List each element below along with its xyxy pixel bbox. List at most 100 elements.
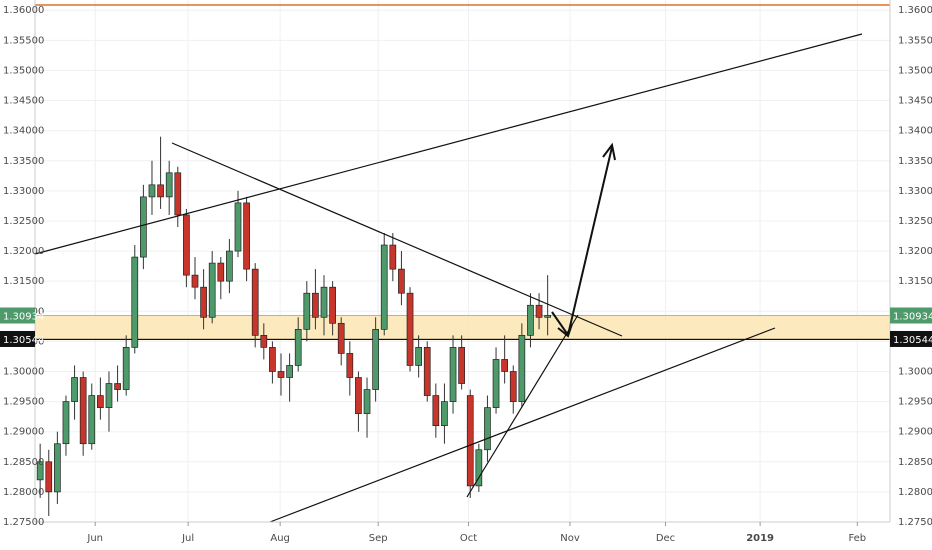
y-tick-label: 1.30000 (898, 366, 932, 377)
price-label: 1.30544 (3, 335, 44, 346)
y-tick-label: 1.29500 (898, 397, 932, 408)
y-tick-label: 1.30000 (3, 366, 44, 377)
trend-line (466, 314, 579, 498)
y-tick-label: 1.29000 (898, 427, 932, 438)
candle-body (466, 395, 474, 487)
y-tick-label: 1.33500 (3, 156, 44, 167)
arrow-head (557, 323, 573, 338)
candle-body (432, 395, 440, 427)
x-tick-label: Nov (560, 533, 580, 544)
candle-body (114, 383, 121, 390)
y-tick-label: 1.28500 (898, 457, 932, 468)
candle-body (406, 292, 414, 366)
y-tick-label: 1.33000 (898, 186, 932, 197)
candle-body (260, 335, 268, 348)
candle-body (423, 347, 431, 396)
candle-body (527, 304, 534, 336)
price-label-box (0, 330, 35, 347)
x-tick-label: Oct (460, 533, 477, 544)
candle-body (97, 395, 104, 408)
candle-body (105, 383, 113, 408)
x-tick-label: Jul (181, 533, 194, 544)
candle-body (294, 328, 302, 366)
candle-body (475, 449, 483, 487)
y-tick-label: 1.34500 (898, 96, 932, 107)
candle-body (157, 184, 164, 198)
candle-body (312, 292, 319, 318)
y-tick-label: 1.36000 (898, 5, 932, 16)
y-tick-label: 1.35000 (3, 65, 44, 76)
trend-line (171, 142, 623, 337)
candle-body (286, 365, 293, 378)
price-label: 1.30934 (3, 311, 44, 322)
x-tick-label: Aug (270, 533, 290, 544)
candle-body (544, 315, 552, 318)
candle-body (509, 371, 517, 402)
candle-body (303, 292, 311, 330)
arrow-head (602, 142, 616, 161)
axis-labels: 1.27500 1.27500 1.28000 1.28000 1.28500 1.285… (0, 5, 932, 544)
price-label: 1.30544 (893, 335, 932, 346)
y-tick-label: 1.33500 (898, 156, 932, 167)
y-tick-label: 1.27500 (898, 517, 932, 528)
y-tick-label: 1.32500 (3, 216, 44, 227)
candle-body (355, 377, 362, 414)
candle-body (484, 407, 491, 451)
price-label-box (890, 307, 932, 324)
candle-body (415, 347, 422, 366)
candle-body (449, 347, 457, 402)
y-tick-label: 1.27500 (3, 517, 44, 528)
candle-body (174, 172, 182, 216)
trend-line (34, 33, 863, 255)
candle-body (501, 359, 508, 372)
candle-body (226, 250, 233, 282)
candle-body (217, 262, 225, 282)
candle-body (122, 347, 130, 390)
candle-body (337, 322, 345, 354)
x-tick-label: Sep (369, 533, 388, 544)
price-label-box (890, 330, 932, 347)
candle-body (518, 335, 526, 402)
candle-body (191, 274, 199, 288)
candle-body (131, 256, 139, 348)
candle-body (45, 461, 53, 493)
candle-body (372, 328, 379, 390)
x-tick-label: Dec (656, 533, 675, 544)
candle-body (148, 184, 156, 198)
candle-body (320, 286, 328, 318)
candle-body (183, 214, 190, 276)
candle-body (251, 268, 259, 336)
candle-body (492, 359, 500, 408)
candle-body (208, 262, 216, 318)
y-tick-label: 1.28000 (898, 487, 932, 498)
x-tick-label: Feb (848, 533, 866, 544)
y-tick-label: 1.32500 (898, 216, 932, 227)
y-tick-label: 1.29000 (3, 427, 44, 438)
candle-body (140, 196, 147, 258)
y-tick-label: 1.34000 (3, 126, 44, 137)
y-tick-label: 1.34500 (3, 96, 44, 107)
y-tick-label: 1.35000 (898, 65, 932, 76)
y-tick-label: 1.28000 (3, 487, 44, 498)
y-tick-label: 1.29500 (3, 397, 44, 408)
candle-body (346, 353, 354, 378)
candle-body (243, 202, 250, 270)
candle-body (234, 202, 242, 252)
candle-body (458, 347, 465, 384)
candle-body (269, 347, 276, 372)
x-tick-label: 2019 (746, 533, 774, 544)
x-tick-label: Jun (86, 533, 103, 544)
candle-body (441, 401, 448, 427)
y-tick-label: 1.32000 (3, 246, 44, 257)
candle-body (88, 395, 96, 445)
y-tick-label: 1.35500 (898, 35, 932, 46)
candles (36, 136, 552, 516)
candle-body (329, 286, 336, 324)
candle-body (200, 286, 207, 318)
y-tick-label: 1.32000 (898, 246, 932, 257)
candle-body (54, 443, 61, 493)
candle-body (380, 244, 388, 330)
candle-body (277, 371, 285, 378)
